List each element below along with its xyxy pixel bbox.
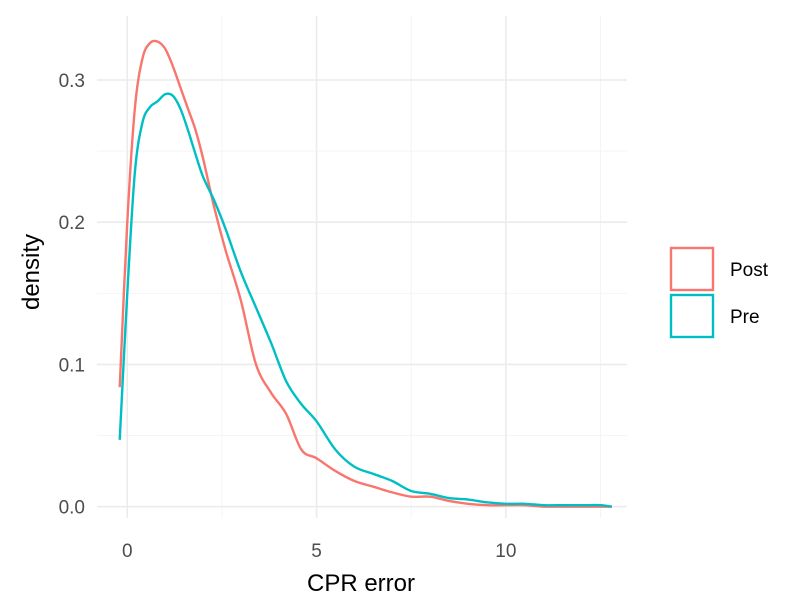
y-axis-title: density: [18, 234, 45, 310]
legend: Post Pre: [669, 246, 769, 339]
y-tick-label: 0.3: [59, 71, 85, 92]
legend-key-post: [669, 246, 715, 292]
x-tick-label: 5: [311, 541, 322, 562]
density-lines: [118, 39, 613, 508]
major-gridlines: [97, 16, 627, 518]
legend-key-pre: [669, 293, 715, 339]
y-tick-label: 0.1: [59, 355, 85, 376]
legend-label-pre: Pre: [730, 307, 760, 328]
y-tick-label: 0.0: [59, 498, 85, 519]
density-line-post: [118, 39, 612, 508]
minor-gridlines: [97, 16, 627, 518]
density-line-pre: [118, 92, 613, 508]
y-axis-tick-labels: 0.0 0.1 0.2 0.3: [59, 71, 85, 519]
x-axis-tick-labels: 0 5 10: [122, 541, 516, 562]
x-tick-label: 0: [122, 541, 133, 562]
legend-label-post: Post: [730, 260, 769, 281]
x-axis-title: CPR error: [307, 570, 415, 597]
x-tick-label: 10: [495, 541, 516, 562]
y-tick-label: 0.2: [59, 213, 85, 234]
